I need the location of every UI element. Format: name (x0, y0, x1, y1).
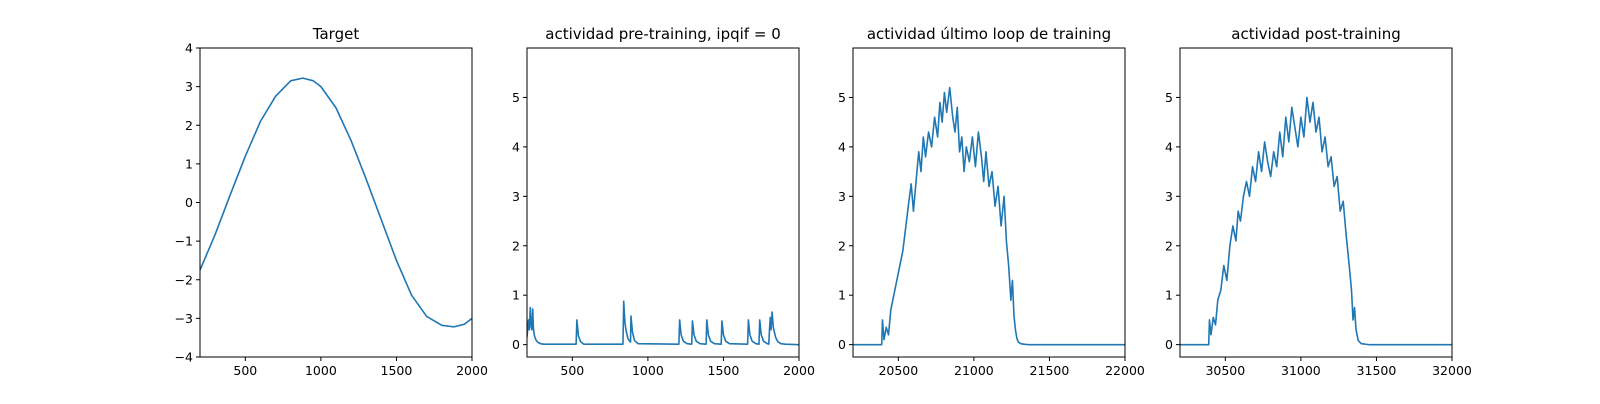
y-tick-label: −3 (175, 311, 193, 326)
y-tick-label: 1 (512, 288, 520, 303)
axes-frame (1179, 47, 1453, 358)
y-tick-label: 5 (1165, 90, 1173, 105)
x-tick-label: 31500 (1357, 363, 1397, 378)
y-tick-label: 4 (838, 139, 846, 154)
y-tick-label: −4 (175, 350, 193, 365)
subplot-title: actividad último loop de training (867, 25, 1111, 43)
subplot-1: 500 1000 1500 2000 −4 −3 −2 −1 0 1 2 3 4 Target (175, 25, 488, 378)
x-tick-label: 2000 (783, 363, 815, 378)
x-tick-label: 2000 (456, 363, 488, 378)
y-tick-label: 3 (512, 189, 520, 204)
y-tick-label: 0 (838, 337, 846, 352)
y-tick-label: 1 (185, 156, 193, 171)
y-tick-label: 3 (1165, 189, 1173, 204)
y-tick-label: 2 (838, 238, 846, 253)
x-tick-label: 22000 (1105, 363, 1145, 378)
y-tick-label: 4 (1165, 139, 1173, 154)
axes-frame (199, 47, 473, 358)
y-tick-label: 5 (512, 90, 520, 105)
axes-frame (526, 47, 800, 358)
x-tick-label: 1000 (632, 363, 664, 378)
x-tick-label: 20500 (878, 363, 918, 378)
x-tick-label: 1500 (381, 363, 413, 378)
y-tick-label: 4 (185, 41, 193, 56)
y-tick-label: 5 (838, 90, 846, 105)
x-tick-label: 21500 (1030, 363, 1070, 378)
subplot-4: 30500 31000 31500 32000 0 1 2 3 4 5 actividad post… (1165, 25, 1472, 378)
subplot-title: actividad pre-training, ipqif = 0 (545, 25, 781, 43)
series-line-2-1 (527, 300, 799, 346)
x-tick-label: 21000 (954, 363, 994, 378)
x-tick-label: 1000 (305, 363, 337, 378)
x-tick-label: 500 (233, 363, 257, 378)
x-tick-label: 30500 (1205, 363, 1245, 378)
y-tick-label: 2 (185, 118, 193, 133)
y-tick-label: 4 (512, 139, 520, 154)
axes-frame (852, 47, 1126, 358)
subplot-2: 500 1000 1500 2000 0 1 2 3 4 5 actividad pre-train… (512, 25, 815, 378)
subplot-title: Target (312, 25, 360, 43)
series-line-4-1 (1180, 96, 1452, 346)
series-line-3-1 (853, 86, 1125, 346)
x-tick-label: 32000 (1432, 363, 1472, 378)
x-tick-label: 500 (560, 363, 584, 378)
y-tick-label: 0 (512, 337, 520, 352)
series-line-1-1 (200, 77, 472, 328)
y-tick-label: 2 (1165, 238, 1173, 253)
x-tick-label: 31000 (1281, 363, 1321, 378)
x-tick-label: 1500 (708, 363, 740, 378)
y-tick-label: 0 (185, 195, 193, 210)
y-tick-label: 3 (185, 79, 193, 94)
y-tick-label: −1 (175, 234, 193, 249)
y-tick-label: −2 (175, 272, 193, 287)
y-tick-label: 2 (512, 238, 520, 253)
subplot-title: actividad post-training (1231, 25, 1400, 43)
y-tick-label: 0 (1165, 337, 1173, 352)
y-tick-label: 3 (838, 189, 846, 204)
y-tick-label: 1 (838, 288, 846, 303)
y-tick-label: 1 (1165, 288, 1173, 303)
subplot-3: 20500 21000 21500 22000 0 1 2 3 4 5 actividad últi… (838, 25, 1145, 378)
